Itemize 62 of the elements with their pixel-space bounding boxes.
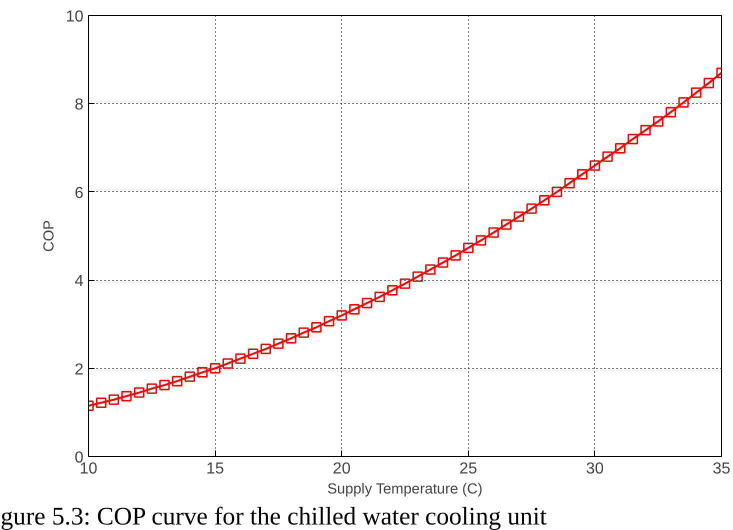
point — [96, 397, 106, 408]
point — [159, 380, 170, 390]
y-axis-title: COP — [42, 220, 58, 252]
point — [146, 383, 158, 394]
x-tick-label: 35 — [712, 460, 730, 478]
point — [362, 298, 372, 308]
point — [311, 322, 322, 333]
point — [172, 376, 182, 386]
point — [590, 160, 600, 171]
point — [210, 363, 220, 374]
point — [576, 169, 588, 180]
point — [602, 151, 613, 162]
point — [501, 219, 512, 230]
point — [488, 227, 499, 238]
point — [463, 242, 474, 254]
point — [666, 106, 676, 118]
y-tick-label: 8 — [74, 96, 84, 114]
point — [438, 257, 448, 268]
point — [678, 97, 689, 108]
point — [134, 387, 144, 398]
point — [514, 211, 524, 222]
y-tick-label: 2 — [74, 361, 84, 378]
point — [374, 292, 385, 302]
point — [197, 367, 208, 378]
point — [704, 78, 714, 88]
point — [552, 186, 562, 198]
x-tick-label: 30 — [586, 460, 604, 478]
x-tick-label: 15 — [206, 460, 224, 478]
x-tick-label: 25 — [459, 460, 478, 478]
point — [298, 327, 309, 338]
point — [324, 316, 334, 326]
point — [273, 338, 284, 349]
point — [121, 390, 132, 402]
point — [260, 344, 271, 354]
point — [690, 87, 702, 98]
point — [614, 142, 626, 154]
point — [564, 178, 575, 188]
point — [476, 235, 486, 246]
x-axis-title: Supply Temperature (C) — [327, 482, 483, 498]
text: gure 5.3: COP curve for the chilled water cooling unit — [0, 502, 547, 530]
point — [387, 284, 398, 296]
point — [640, 124, 651, 136]
point — [222, 358, 234, 369]
y-tick-label: 4 — [74, 273, 84, 290]
point — [286, 333, 296, 344]
point — [526, 203, 537, 214]
point — [652, 116, 664, 127]
y-tick-label: 6 — [74, 184, 84, 202]
point — [349, 304, 360, 314]
point — [336, 310, 347, 321]
x-tick-label: 20 — [332, 460, 351, 478]
point — [412, 271, 423, 282]
point — [184, 371, 196, 382]
point — [235, 353, 246, 364]
point — [400, 278, 410, 289]
point — [628, 134, 638, 144]
point — [539, 195, 550, 206]
point — [108, 394, 120, 405]
point — [248, 348, 258, 359]
y-tick-label: 10 — [66, 8, 84, 26]
point — [450, 250, 461, 261]
point — [425, 264, 436, 275]
